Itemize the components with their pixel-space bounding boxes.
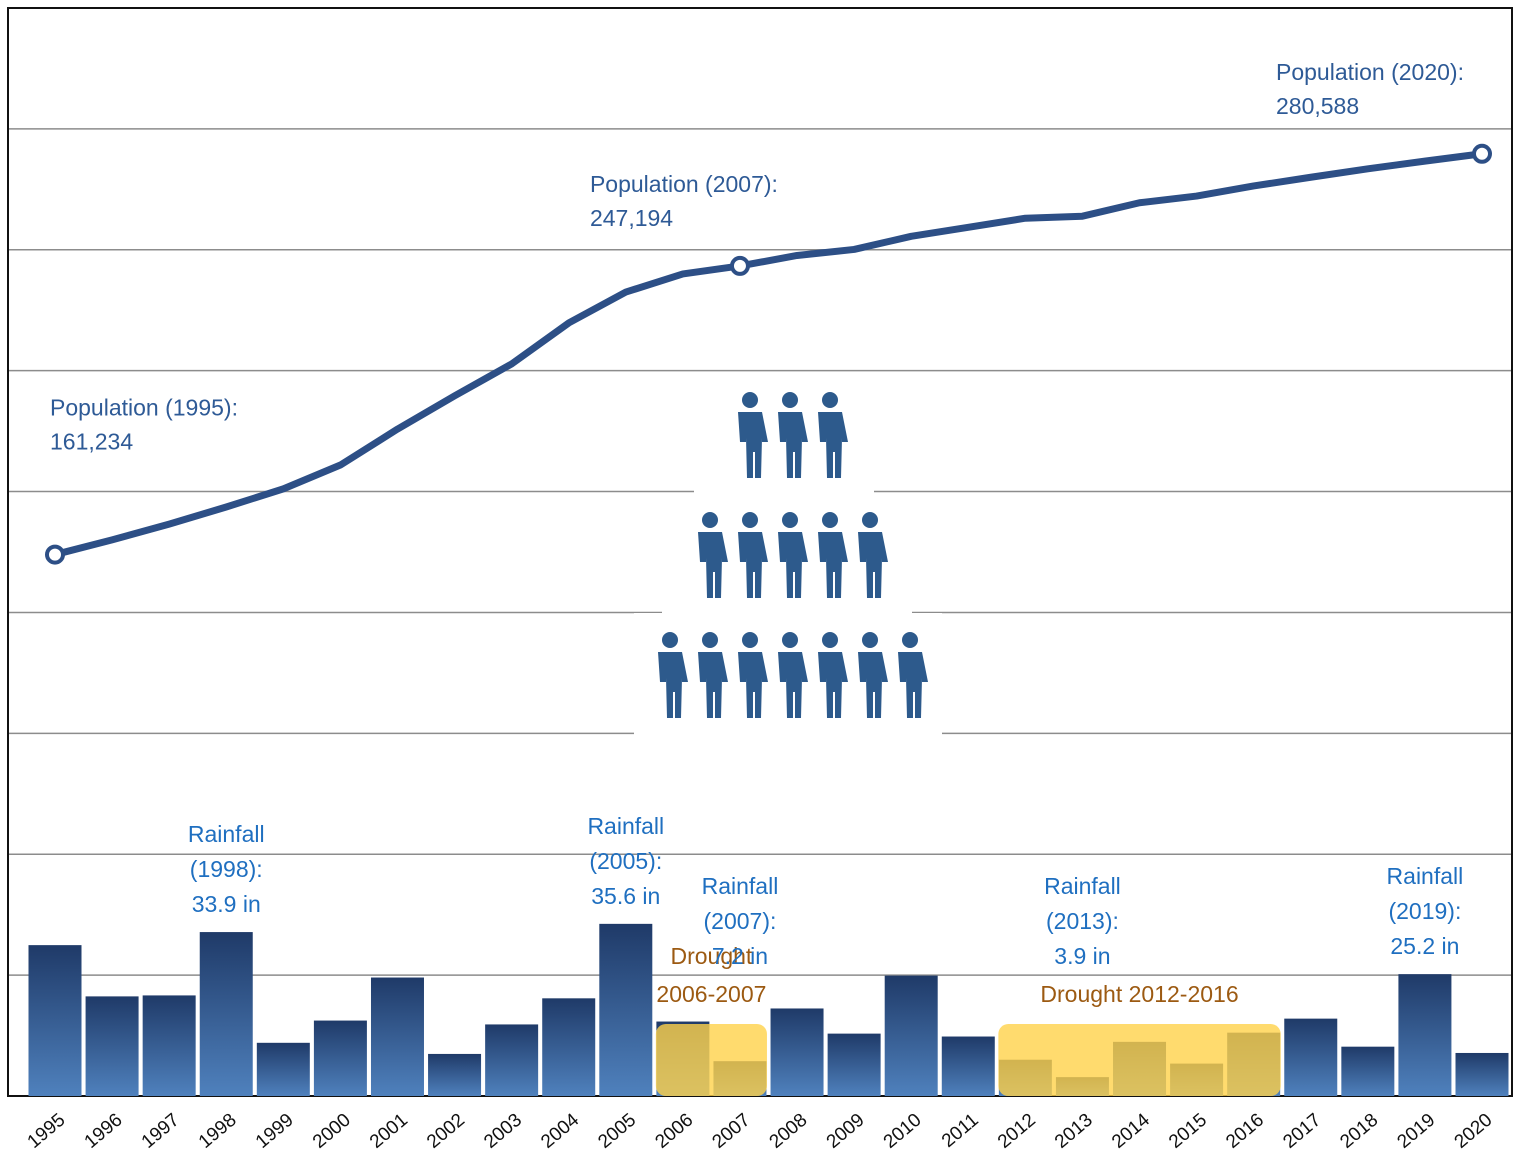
bar — [428, 1053, 482, 1096]
rainfall-value-label: 7.2 in — [712, 943, 768, 969]
x-tick-label: 2019 — [1393, 1110, 1439, 1153]
bar — [370, 977, 424, 1096]
bar — [142, 995, 196, 1096]
bar — [28, 945, 82, 1096]
population-value-label: 280,588 — [1276, 93, 1359, 119]
population-annotation: Population (1995): — [50, 395, 238, 421]
bar — [599, 923, 653, 1096]
x-tick-label: 2012 — [994, 1110, 1040, 1153]
rainfall-value-label: 25.2 in — [1390, 933, 1459, 959]
x-tick-label: 1995 — [24, 1110, 70, 1153]
x-tick-label: 2020 — [1451, 1110, 1497, 1153]
bar — [485, 1024, 539, 1096]
rainfall-annotation: (2007): — [704, 908, 777, 934]
rainfall-annotation: (2005): — [589, 848, 662, 874]
x-tick-label: 1999 — [252, 1110, 298, 1153]
bar — [1398, 974, 1452, 1096]
drought-label: Drought 2012-2016 — [1040, 981, 1238, 1007]
rainfall-annotation: Rainfall — [1387, 863, 1464, 889]
rainfall-annotation: (2013): — [1046, 908, 1119, 934]
rainfall-value-label: 35.6 in — [591, 883, 660, 909]
rainfall-value-label: 33.9 in — [192, 891, 261, 917]
rainfall-annotation: Rainfall — [1044, 873, 1121, 899]
x-tick-label: 2010 — [880, 1110, 926, 1153]
drought-box — [998, 1024, 1281, 1096]
bar — [770, 1008, 824, 1096]
bar — [1284, 1018, 1338, 1096]
x-tick-label: 2003 — [480, 1110, 526, 1153]
x-tick-label: 2000 — [309, 1110, 355, 1153]
x-tick-label: 1997 — [138, 1110, 184, 1153]
bar — [1455, 1052, 1509, 1096]
people-icon — [634, 378, 942, 735]
population-point — [729, 255, 750, 276]
rainfall-annotation: Rainfall — [188, 821, 265, 847]
population-value-label: 247,194 — [590, 205, 673, 231]
x-tick-label: 1996 — [81, 1110, 127, 1153]
rainfall-annotation: Rainfall — [702, 873, 779, 899]
x-tick-label: 2002 — [423, 1110, 469, 1153]
x-tick-label: 2008 — [766, 1110, 812, 1153]
x-tick-label: 2014 — [1108, 1109, 1154, 1153]
x-tick-label: 2015 — [1165, 1110, 1211, 1153]
population-point — [1472, 143, 1492, 164]
bar — [313, 1020, 367, 1096]
drought-label: Drought — [671, 943, 753, 969]
population-line — [54, 150, 1483, 558]
x-tick-label: 2013 — [1051, 1110, 1097, 1153]
x-tick-label: 1998 — [195, 1110, 241, 1153]
bar — [199, 932, 253, 1096]
rainfall-value-label: 3.9 in — [1054, 943, 1110, 969]
x-tick-label: 2009 — [823, 1110, 869, 1153]
bar — [827, 1033, 881, 1096]
x-tick-label: 2005 — [594, 1110, 640, 1153]
bar — [85, 996, 139, 1096]
x-tick-label: 2017 — [1279, 1110, 1325, 1153]
population-annotation: Population (2007): — [590, 171, 778, 197]
x-tick-label: 2001 — [366, 1110, 412, 1153]
bar — [1341, 1046, 1395, 1096]
population-value-label: 161,234 — [50, 429, 133, 455]
rainfall-annotation: Rainfall — [587, 813, 664, 839]
rainfall-annotation: (1998): — [190, 856, 263, 882]
drought-box — [655, 1024, 767, 1096]
bar — [884, 975, 938, 1096]
x-tick-label: 2016 — [1222, 1110, 1268, 1153]
population-point — [45, 544, 65, 565]
x-tick-label: 2018 — [1336, 1110, 1382, 1153]
x-tick-label: 2007 — [709, 1110, 755, 1153]
x-tick-label: 2006 — [651, 1110, 697, 1153]
x-tick-label: 2004 — [537, 1109, 583, 1153]
rainfall-annotation: (2019): — [1388, 898, 1461, 924]
bar — [542, 998, 596, 1096]
drought-label: 2006-2007 — [656, 981, 766, 1007]
bar — [256, 1042, 310, 1096]
population-annotation: Population (2020): — [1276, 59, 1464, 85]
bar — [941, 1036, 995, 1096]
x-tick-label: 2011 — [938, 1110, 983, 1152]
